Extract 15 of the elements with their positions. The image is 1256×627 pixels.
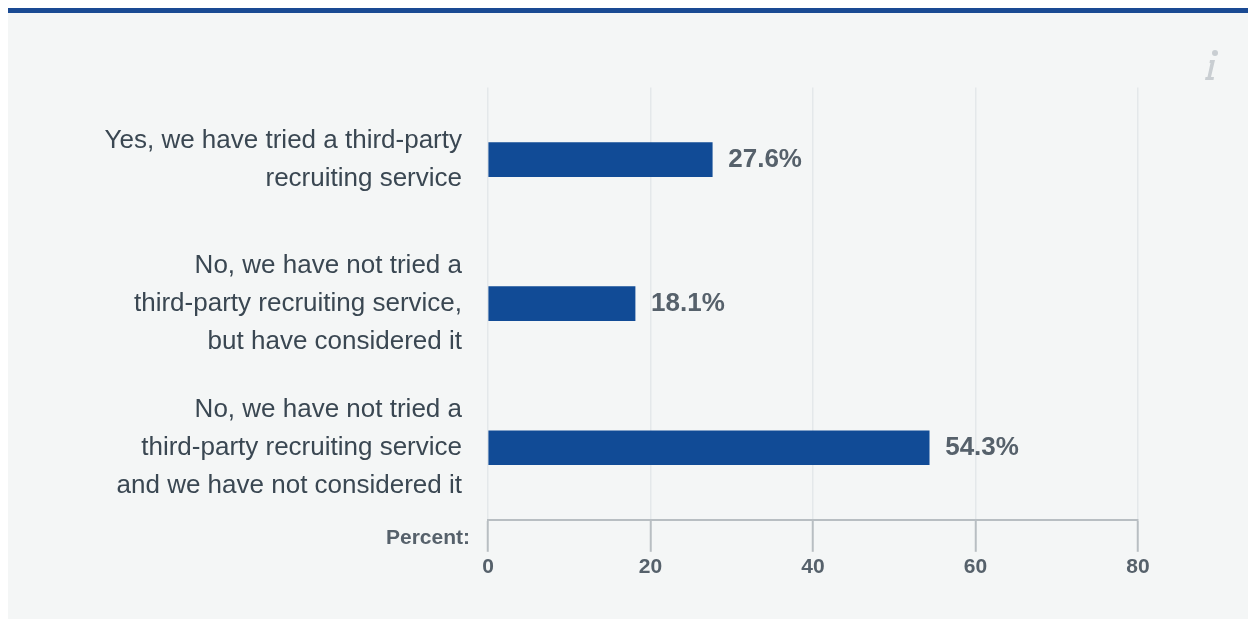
y-tick-label: Yes, we have tried a third-party recruiting service [104,123,462,192]
x-tick-label: 0 [482,554,494,578]
x-tick-label: 20 [638,554,663,578]
y-tick-label: No, we have not tried a third-party recruiting service, but have considered it [134,249,463,355]
bar [488,142,713,177]
data-label: 54.3% [945,430,1019,461]
x-tick-label: 60 [963,554,988,578]
bar [488,286,636,322]
data-label: 18.1% [651,286,725,317]
bar [488,430,930,466]
x-tick-label: 80 [1126,554,1150,578]
y-tick-label: No, we have not tried a third-party recruiting service and we have not considered it [116,393,463,499]
x-tick-label: 40 [801,554,825,578]
x-axis-title: Percent: [385,524,470,548]
data-label: 27.6% [728,142,802,173]
